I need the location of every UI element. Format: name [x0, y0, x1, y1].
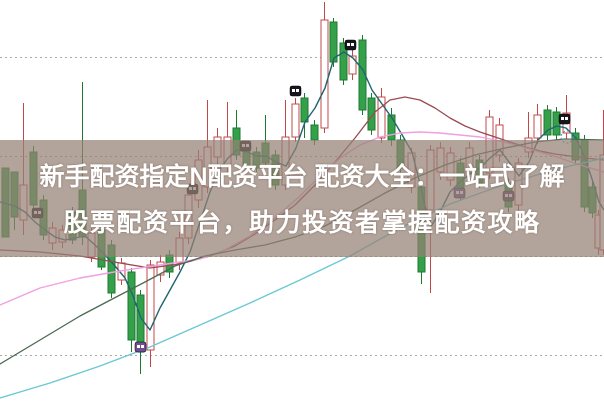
headline-line-2: 股票配资平台，助力投资者掌握配资攻略: [63, 209, 541, 237]
headline-overlay: 新手配资指定N配资平台 配资大全：一站式了解 股票配资平台，助力投资者掌握配资攻…: [0, 140, 604, 257]
headline-line-1: 新手配资指定N配资平台 配资大全：一站式了解: [39, 163, 565, 191]
